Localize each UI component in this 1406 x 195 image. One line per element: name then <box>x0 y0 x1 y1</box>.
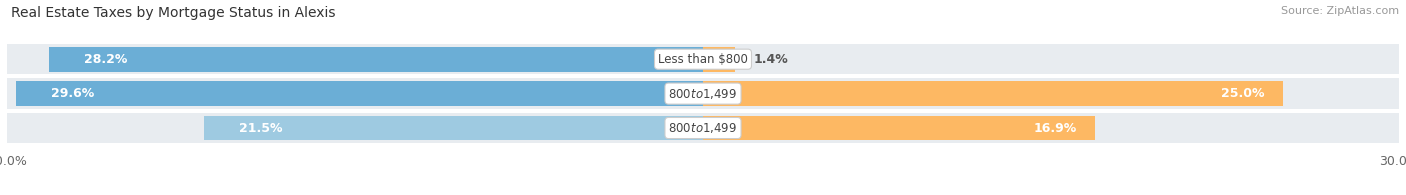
Bar <box>7 44 1399 74</box>
Text: $800 to $1,499: $800 to $1,499 <box>668 87 738 101</box>
Text: 21.5%: 21.5% <box>239 121 283 135</box>
Text: Source: ZipAtlas.com: Source: ZipAtlas.com <box>1281 6 1399 16</box>
Bar <box>703 116 1095 140</box>
Bar <box>49 47 703 72</box>
Text: Real Estate Taxes by Mortgage Status in Alexis: Real Estate Taxes by Mortgage Status in … <box>11 6 336 20</box>
Bar <box>17 81 703 106</box>
Text: 16.9%: 16.9% <box>1033 121 1077 135</box>
Text: 28.2%: 28.2% <box>83 53 127 66</box>
Bar <box>703 47 735 72</box>
Text: $800 to $1,499: $800 to $1,499 <box>668 121 738 135</box>
Bar <box>703 81 1282 106</box>
Bar <box>204 116 703 140</box>
Bar <box>7 113 1399 143</box>
Text: 25.0%: 25.0% <box>1220 87 1264 100</box>
Text: 29.6%: 29.6% <box>51 87 94 100</box>
Text: Less than $800: Less than $800 <box>658 53 748 66</box>
Bar <box>7 78 1399 109</box>
Text: 1.4%: 1.4% <box>754 53 789 66</box>
